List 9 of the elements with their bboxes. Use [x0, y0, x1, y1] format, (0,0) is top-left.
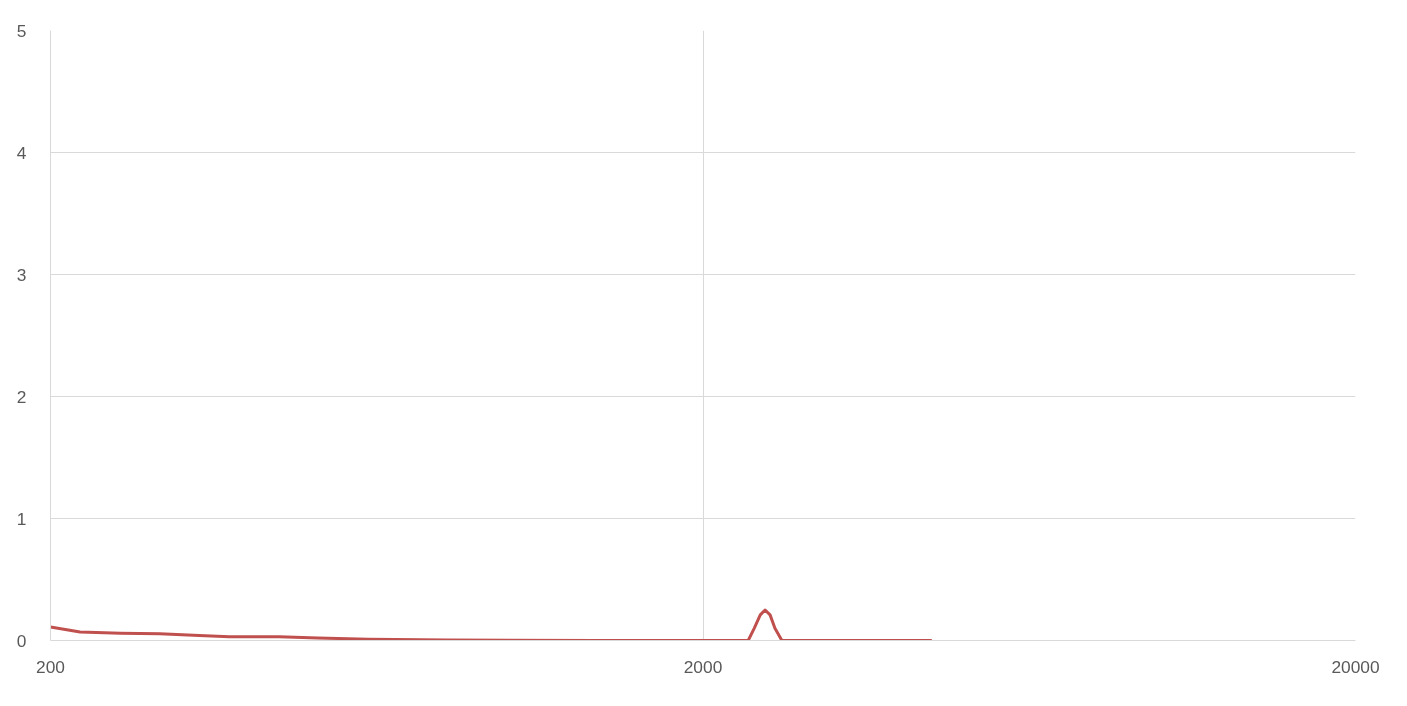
x-tick-label: 20000 [1331, 656, 1380, 677]
y-tick-label: 3 [16, 264, 27, 285]
y-tick-label: 2 [16, 386, 27, 407]
y-tick-label: 1 [16, 508, 27, 529]
x-tick-label: 200 [36, 656, 65, 677]
y-tick-label: 0 [16, 630, 27, 651]
y-tick-label: 5 [16, 20, 27, 41]
y-tick-label: 4 [16, 142, 27, 163]
x-tick-label: 2000 [683, 656, 723, 677]
